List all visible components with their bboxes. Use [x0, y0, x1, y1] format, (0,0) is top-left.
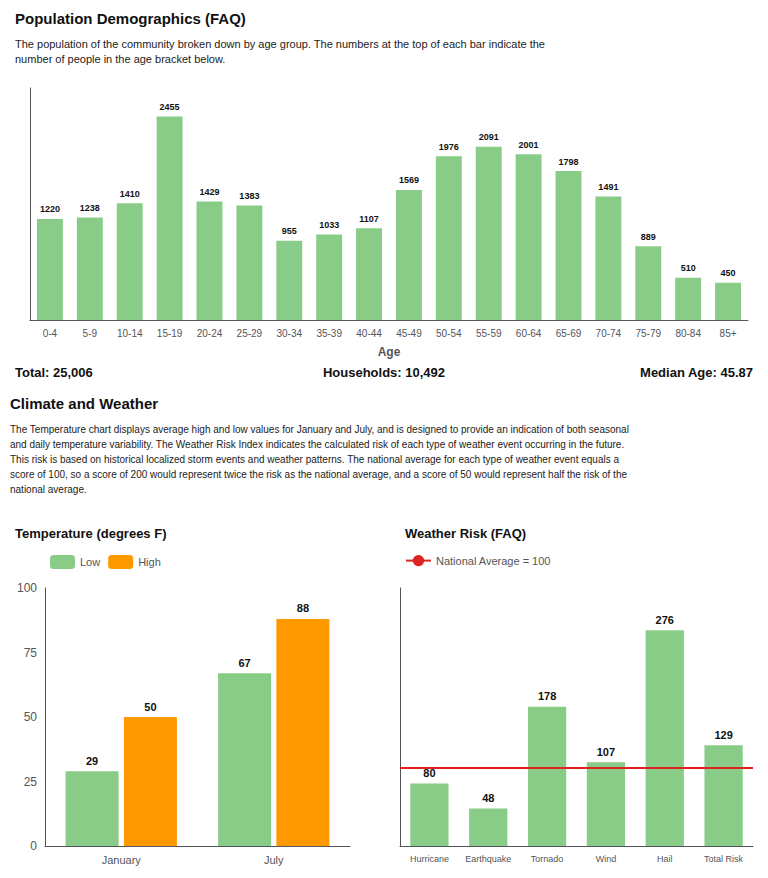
svg-text:10-14: 10-14 — [117, 328, 143, 339]
svg-text:60-64: 60-64 — [516, 328, 542, 339]
svg-text:Age: Age — [378, 345, 401, 359]
svg-text:1976: 1976 — [439, 142, 459, 152]
svg-text:450: 450 — [721, 268, 736, 278]
svg-text:number of people in the age br: number of people in the age bracket belo… — [15, 53, 225, 65]
svg-text:Median Age: 45.87: Median Age: 45.87 — [640, 365, 753, 380]
svg-text:65-69: 65-69 — [556, 328, 582, 339]
svg-text:Low: Low — [80, 556, 100, 568]
svg-text:25-29: 25-29 — [237, 328, 263, 339]
svg-text:107: 107 — [597, 746, 615, 758]
svg-text:20-24: 20-24 — [197, 328, 223, 339]
svg-text:National Average = 100: National Average = 100 — [436, 555, 550, 567]
svg-text:178: 178 — [538, 690, 556, 702]
svg-text:0: 0 — [30, 839, 37, 853]
svg-text:1107: 1107 — [359, 214, 379, 224]
svg-text:129: 129 — [714, 729, 732, 741]
svg-text:80-84: 80-84 — [675, 328, 701, 339]
svg-text:Total: 25,006: Total: 25,006 — [15, 365, 93, 380]
svg-text:Tornado: Tornado — [531, 854, 564, 864]
svg-text:40-44: 40-44 — [356, 328, 382, 339]
svg-text:1033: 1033 — [319, 220, 339, 230]
svg-text:510: 510 — [681, 263, 696, 273]
svg-text:The population of the communit: The population of the community broken d… — [15, 38, 545, 50]
svg-text:national average.: national average. — [10, 484, 87, 495]
svg-text:Weather Risk (FAQ): Weather Risk (FAQ) — [405, 526, 526, 541]
svg-text:80: 80 — [423, 767, 436, 779]
svg-text:75-79: 75-79 — [635, 328, 661, 339]
svg-text:955: 955 — [282, 226, 297, 236]
svg-text:Temperature (degrees F): Temperature (degrees F) — [15, 526, 166, 541]
svg-text:88: 88 — [297, 602, 309, 614]
svg-text:70-74: 70-74 — [596, 328, 622, 339]
svg-text:100: 100 — [17, 581, 37, 595]
svg-text:This risk is based on historic: This risk is based on historical localiz… — [10, 454, 619, 465]
svg-text:1383: 1383 — [239, 191, 259, 201]
svg-text:1798: 1798 — [558, 157, 578, 167]
svg-text:2001: 2001 — [519, 140, 539, 150]
svg-text:score of 100, so a score of 20: score of 100, so a score of 200 would re… — [10, 469, 627, 480]
svg-text:1429: 1429 — [199, 187, 219, 197]
svg-text:29: 29 — [86, 755, 98, 767]
svg-text:48: 48 — [482, 792, 494, 804]
svg-text:889: 889 — [641, 232, 656, 242]
svg-text:July: July — [264, 854, 284, 866]
svg-text:Hurricane: Hurricane — [410, 854, 449, 864]
svg-text:January: January — [102, 854, 142, 866]
svg-text:2091: 2091 — [479, 132, 499, 142]
svg-text:50: 50 — [144, 701, 156, 713]
svg-text:Population Demographics (FAQ): Population Demographics (FAQ) — [15, 10, 246, 27]
svg-text:The Temperature chart displays: The Temperature chart displays average h… — [10, 424, 629, 435]
svg-text:15-19: 15-19 — [157, 328, 183, 339]
svg-text:1410: 1410 — [120, 189, 140, 199]
svg-text:Hail: Hail — [657, 854, 673, 864]
svg-text:85+: 85+ — [720, 328, 737, 339]
svg-text:276: 276 — [656, 614, 674, 626]
svg-text:55-59: 55-59 — [476, 328, 502, 339]
svg-text:50-54: 50-54 — [436, 328, 462, 339]
svg-text:1238: 1238 — [80, 203, 100, 213]
svg-text:50: 50 — [24, 710, 38, 724]
svg-text:1569: 1569 — [399, 175, 419, 185]
svg-text:Households: 10,492: Households: 10,492 — [323, 365, 445, 380]
svg-text:30-34: 30-34 — [276, 328, 302, 339]
svg-text:25: 25 — [24, 775, 38, 789]
svg-text:High: High — [138, 556, 161, 568]
svg-text:Wind: Wind — [596, 854, 617, 864]
svg-text:Earthquake: Earthquake — [465, 854, 511, 864]
svg-text:Climate and Weather: Climate and Weather — [10, 395, 158, 412]
svg-text:45-49: 45-49 — [396, 328, 422, 339]
svg-text:67: 67 — [238, 657, 250, 669]
svg-text:35-39: 35-39 — [316, 328, 342, 339]
svg-text:and daily temperature variabil: and daily temperature variability. The W… — [10, 439, 624, 450]
svg-text:0-4: 0-4 — [43, 328, 58, 339]
svg-text:Total Risk: Total Risk — [704, 854, 744, 864]
svg-text:5-9: 5-9 — [83, 328, 98, 339]
svg-text:1491: 1491 — [598, 182, 618, 192]
svg-text:1220: 1220 — [40, 204, 60, 214]
svg-text:75: 75 — [24, 646, 38, 660]
svg-text:2455: 2455 — [160, 102, 180, 112]
